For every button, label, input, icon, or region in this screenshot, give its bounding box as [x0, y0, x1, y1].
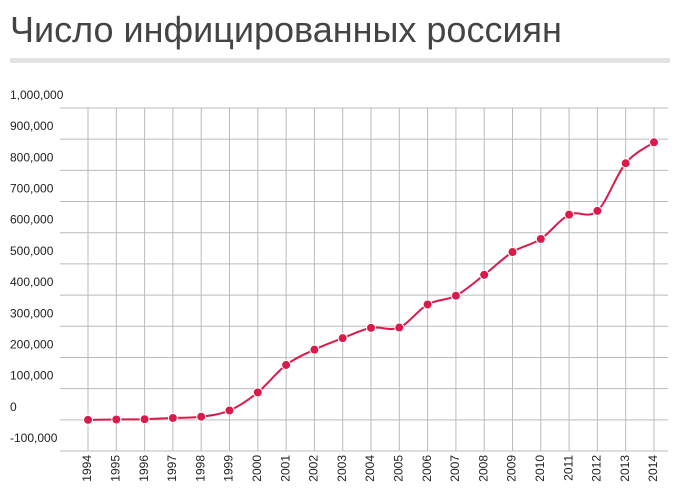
point [592, 205, 603, 216]
point [620, 158, 631, 169]
x-tick-label: 2012 [590, 455, 604, 482]
point [139, 414, 150, 425]
point [196, 411, 207, 422]
x-tick-label: 2000 [250, 455, 264, 482]
x-tick-label: 2007 [448, 455, 462, 482]
y-tick-label: 900,000 [10, 119, 54, 133]
y-tick-label: 800,000 [10, 150, 54, 164]
y-tick-label: 600,000 [10, 213, 54, 227]
y-tick-label: 400,000 [10, 275, 54, 289]
x-tick-label: 2005 [391, 455, 405, 482]
point [649, 137, 659, 148]
point [167, 412, 178, 423]
point [309, 344, 320, 355]
y-tick-label: 300,000 [10, 306, 54, 320]
chart-title: Число инфицированных россиян [10, 9, 562, 50]
x-tick-label: 1996 [137, 455, 151, 482]
y-tick-label: 0 [10, 400, 17, 414]
point [507, 247, 518, 258]
y-tick-label: 200,000 [10, 337, 54, 351]
x-tick-label: 1998 [193, 455, 207, 482]
point [83, 414, 93, 425]
x-tick-label: 2011 [561, 455, 575, 481]
point [564, 209, 575, 220]
point [337, 333, 348, 344]
y-tick-label: 100,000 [10, 369, 54, 383]
x-tick-label: 2001 [278, 455, 292, 482]
point [252, 387, 263, 398]
y-tick-label: -100,000 [10, 431, 58, 445]
x-tick-label: 1995 [108, 455, 122, 482]
x-tick-label: 2003 [335, 455, 349, 482]
x-tick-label: 2010 [533, 455, 547, 482]
x-tick-label: 1999 [222, 455, 236, 482]
x-tick-label: 1994 [80, 455, 94, 482]
x-tick-label: 2014 [646, 455, 660, 482]
x-tick-label: 2002 [307, 455, 321, 482]
title-rule [10, 58, 670, 63]
x-tick-label: 2013 [618, 455, 632, 482]
x-tick-label: 2009 [505, 455, 519, 482]
point [450, 290, 461, 301]
x-tick-label: 2004 [363, 455, 377, 482]
point [111, 414, 122, 425]
point [479, 269, 490, 280]
y-tick-label: 1,000,000 [10, 88, 64, 102]
point [224, 405, 235, 416]
point [366, 322, 376, 333]
point [422, 299, 433, 310]
point [394, 322, 405, 333]
point [281, 359, 292, 370]
x-tick-label: 2008 [476, 455, 490, 482]
y-tick-label: 500,000 [10, 244, 54, 258]
point [535, 233, 546, 244]
x-tick-label: 2006 [420, 455, 434, 482]
y-tick-label: 700,000 [10, 182, 54, 196]
x-tick-label: 1997 [165, 455, 179, 482]
